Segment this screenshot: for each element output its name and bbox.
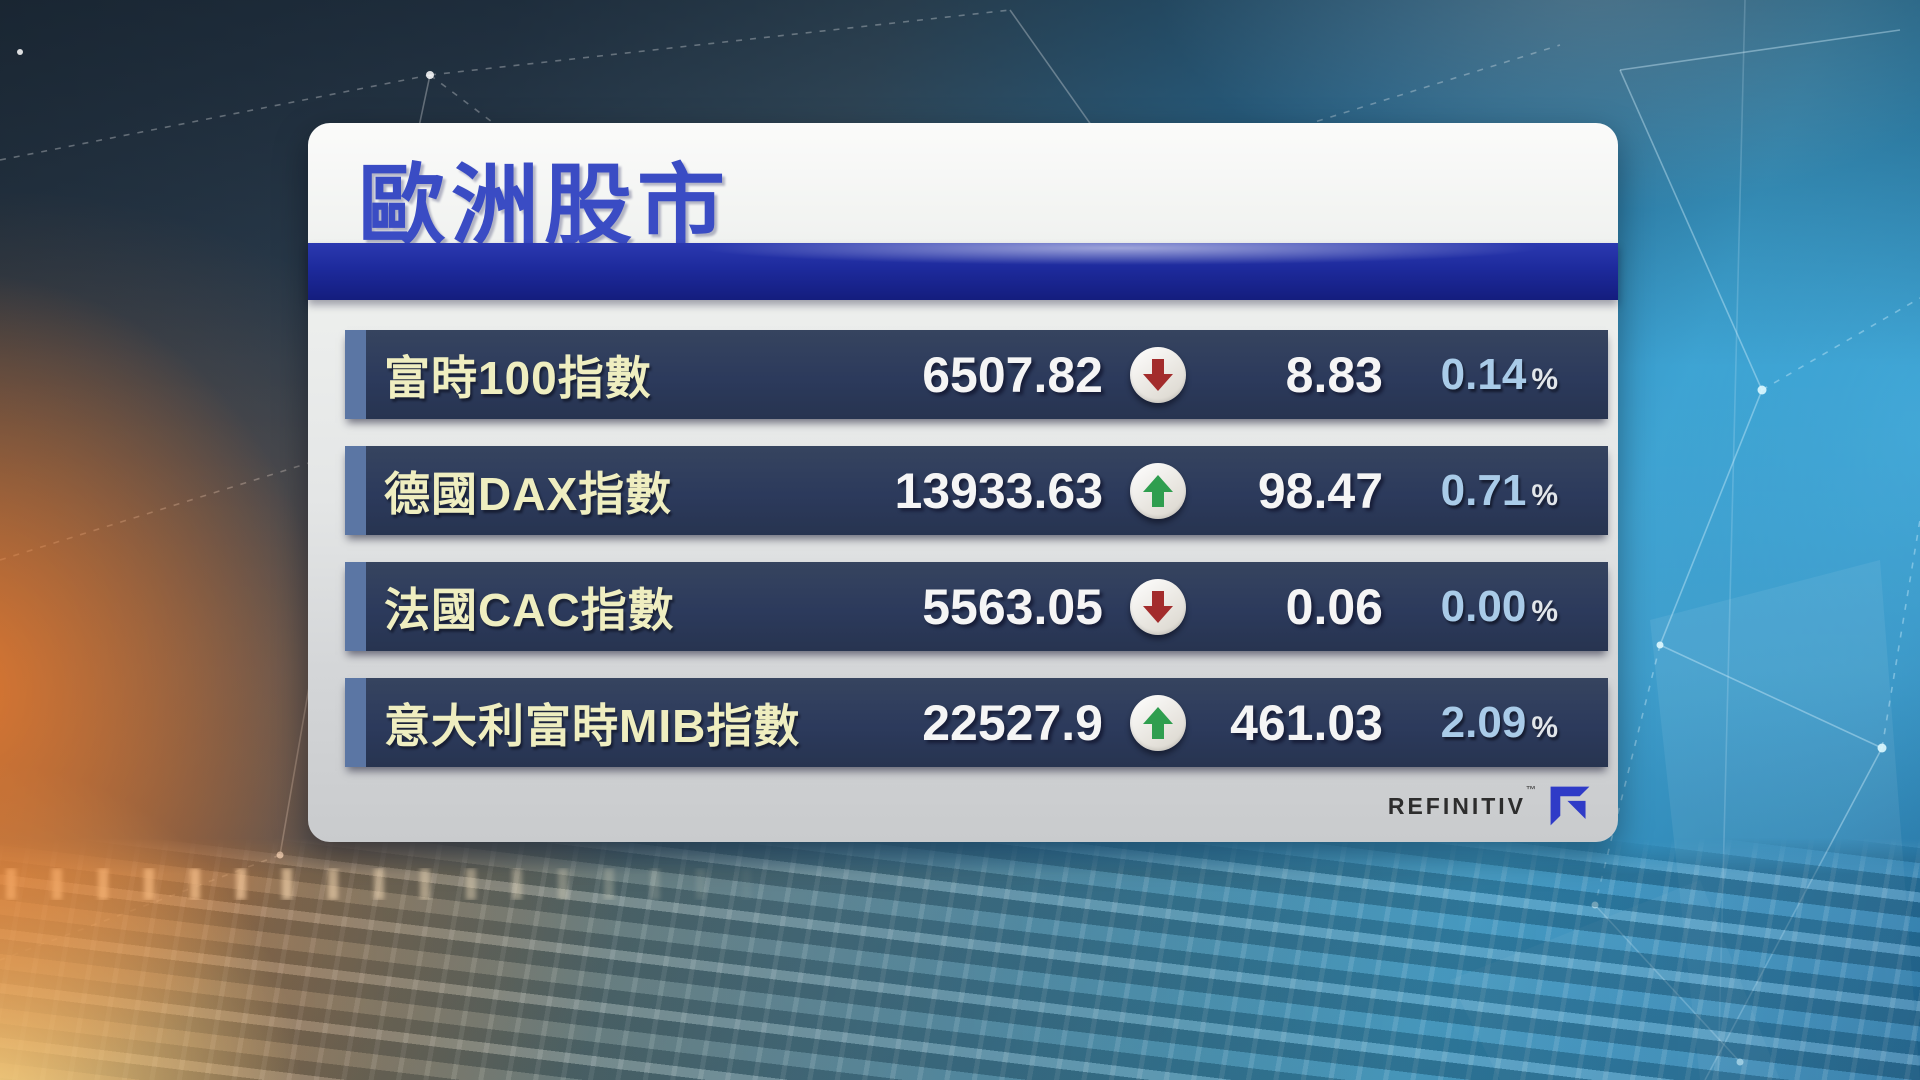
percent-sign: %: [1531, 710, 1558, 744]
direction-cell: [1103, 462, 1213, 519]
refinitiv-branding: REFINITIV™: [1388, 778, 1592, 834]
up-arrow-icon: [1130, 462, 1186, 519]
last-value: 22527.9: [922, 694, 1103, 751]
table-row-mib: 意大利富時MIB指數 22527.9 461.03 2.09%: [345, 678, 1608, 767]
last-value: 13933.63: [894, 462, 1103, 519]
net-change-value: 98.47: [1257, 462, 1383, 519]
refinitiv-logo-mark: [1548, 784, 1592, 828]
table-row-ftse100: 富時100指數 6507.82 8.83 0.14%: [345, 330, 1608, 419]
last-value: 6507.82: [922, 346, 1103, 403]
index-name: 德國DAX指數: [384, 467, 673, 520]
refinitiv-wordmark: REFINITIV™: [1387, 784, 1536, 819]
last-value: 5563.05: [922, 578, 1103, 635]
index-rows-list: 富時100指數 6507.82 8.83 0.14% 德國DAX指數 13933…: [345, 330, 1608, 767]
index-name: 意大利富時MIB指數: [384, 699, 801, 752]
down-arrow-icon: [1130, 346, 1186, 403]
index-name: 法國CAC指數: [384, 583, 675, 636]
market-data-panel: 歐洲股市 富時100指數 6507.82 8.83 0.14% 德國DAX指數 …: [308, 123, 1618, 842]
percent-sign: %: [1531, 594, 1558, 628]
table-row-cac: 法國CAC指數 5563.05 0.06 0.00%: [345, 562, 1608, 651]
down-arrow-icon: [1130, 578, 1186, 635]
pct-change-value: 0.14%: [1440, 349, 1558, 399]
trademark-sign: ™: [1526, 784, 1536, 796]
glowing-dots-strip: [0, 868, 780, 900]
panel-title: 歐洲股市: [358, 156, 731, 255]
direction-cell: [1103, 346, 1213, 403]
net-change-value: 0.06: [1285, 578, 1383, 635]
percent-sign: %: [1531, 478, 1558, 512]
table-row-dax: 德國DAX指數 13933.63 98.47 0.71%: [345, 446, 1608, 535]
direction-cell: [1103, 578, 1213, 635]
pct-change-value: 0.00%: [1440, 581, 1558, 631]
net-change-value: 8.83: [1285, 346, 1383, 403]
up-arrow-icon: [1130, 694, 1186, 751]
pct-change-value: 2.09%: [1440, 697, 1558, 747]
direction-cell: [1103, 694, 1213, 751]
pct-change-value: 0.71%: [1440, 465, 1558, 515]
index-name: 富時100指數: [384, 351, 652, 404]
header-strip: [308, 243, 1618, 300]
percent-sign: %: [1531, 362, 1558, 396]
net-change-value: 461.03: [1230, 694, 1383, 751]
